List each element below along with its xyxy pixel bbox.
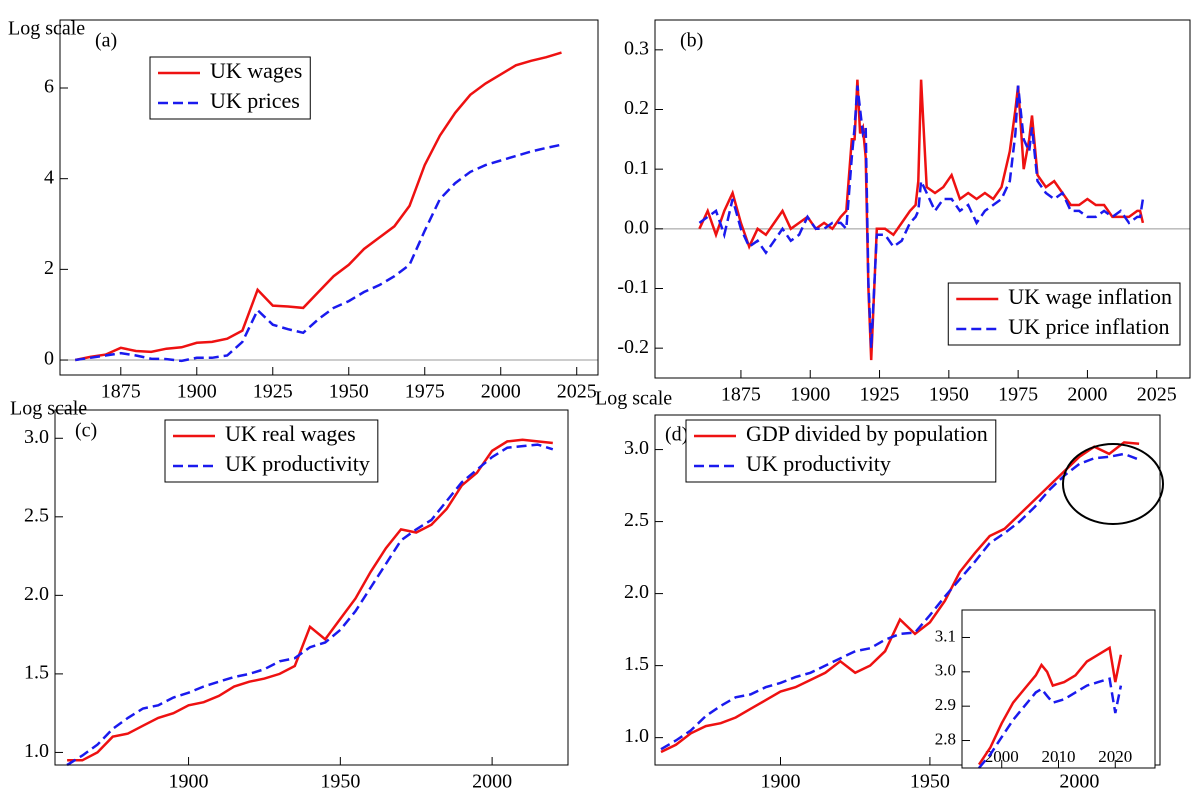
y-tick-label: 2.8 [935,729,956,748]
x-tick-label: 2000 [1059,771,1099,793]
x-tick-label: 2025 [557,381,597,403]
plot-frame [59,19,599,376]
x-tick-label: 1950 [329,381,369,403]
x-tick-label: 1950 [929,384,969,406]
legend: UK wages UK prices [149,56,311,120]
legend-label: UK prices [210,88,300,113]
series-line [660,441,1140,754]
y-tick-label: 0.1 [624,157,649,179]
plot-frame [54,409,569,766]
legend-label: UK wages [210,58,302,83]
legend-label: UK wage inflation [1008,284,1172,309]
axis-annotation: Log scale [8,18,85,40]
y-tick-label: 0.2 [624,97,649,119]
x-tick-label: 1875 [721,384,761,406]
panel-label: (b) [680,30,703,52]
legend-box [164,419,379,483]
x-tick-label: 1900 [790,384,830,406]
x-tick-label: 2000 [1067,384,1107,406]
y-tick-label: 2.5 [624,509,649,531]
legend: GDP divided by population UK productivity [685,419,997,483]
y-tick-label: 0 [44,348,54,370]
x-tick-label: 2000 [481,381,521,403]
y-tick-label: 0.0 [624,216,649,238]
x-tick-label: 2000 [472,771,512,793]
y-tick-label: 2 [44,257,54,279]
y-tick-label: 3.1 [935,626,956,645]
series-line [74,51,562,362]
plot-frame [654,414,1161,766]
legend: UK real wages UK productivity [164,419,379,483]
y-tick-label: -0.2 [617,336,649,358]
plot-frame [961,609,1156,769]
x-tick-label: 2020 [1098,747,1132,766]
y-tick-label: 2.0 [24,583,49,605]
x-tick-label: 1975 [405,381,445,403]
panel-label: (c) [75,420,97,442]
panel-label: (d) [665,424,688,446]
legend-label: UK price inflation [1008,314,1169,339]
legend: UK wage inflation UK price inflation [947,282,1181,346]
legend-label: UK productivity [746,451,891,476]
x-tick-label: 2010 [1042,747,1076,766]
x-tick-label: 1950 [910,771,950,793]
legend-label: UK productivity [225,451,370,476]
axis-annotation: Log scale [10,398,87,420]
series-line [977,645,1123,766]
y-tick-label: 6 [44,76,54,98]
legend-box [947,282,1181,346]
series-line [698,85,1145,349]
y-tick-label: 2.9 [935,695,956,714]
y-tick-label: 2.0 [624,581,649,603]
y-tick-label: 3.0 [935,661,956,680]
y-tick-label: 3.0 [24,426,49,448]
y-tick-label: 1.0 [24,740,49,762]
legend-box [685,419,997,483]
y-tick-label: 4 [44,166,54,188]
y-tick-label: -0.1 [617,276,649,298]
axis-annotation: Log scale [595,388,672,410]
y-tick-label: 1.5 [624,653,649,675]
x-tick-label: 1875 [101,381,141,403]
x-tick-label: 1925 [860,384,900,406]
x-tick-label: 1925 [253,381,293,403]
legend-label: UK real wages [225,421,356,446]
legend-box [149,56,311,120]
y-tick-label: 1.5 [24,661,49,683]
y-tick-label: 1.0 [624,725,649,747]
series-line [66,443,554,767]
x-tick-label: 1950 [320,771,360,793]
x-tick-label: 1975 [998,384,1038,406]
x-tick-label: 1900 [761,771,801,793]
plot-frame [654,19,1191,379]
series-line [67,438,553,762]
x-tick-label: 1900 [177,381,217,403]
highlight-circle [1062,443,1164,525]
x-tick-label: 1900 [169,771,209,793]
series-line [978,677,1123,769]
panel-label: (a) [95,30,117,52]
series-line [660,452,1140,751]
series-line [75,143,562,363]
y-tick-label: 0.3 [624,37,649,59]
y-tick-label: 3.0 [624,437,649,459]
x-tick-label: 2025 [1137,384,1177,406]
legend-label: GDP divided by population [746,421,988,446]
y-tick-label: 2.5 [24,504,49,526]
